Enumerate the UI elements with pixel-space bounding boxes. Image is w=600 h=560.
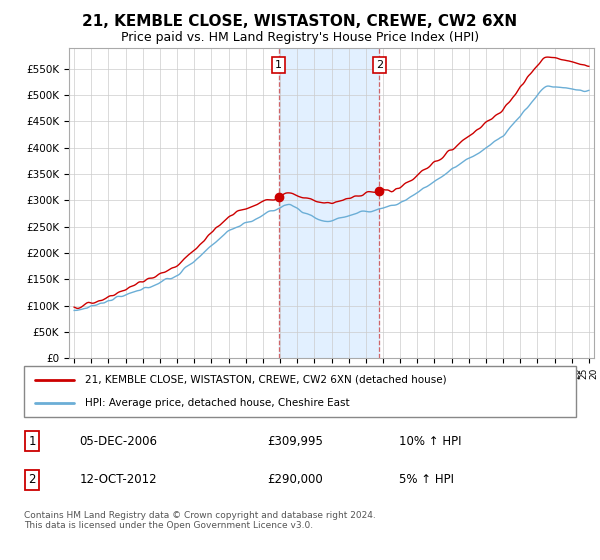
Bar [278,48,379,358]
Text: 1: 1 [29,435,36,448]
Text: 1: 1 [275,60,282,70]
Text: 12-OCT-2012: 12-OCT-2012 [79,473,157,487]
Text: £309,995: £309,995 [267,435,323,448]
FancyBboxPatch shape [24,366,576,417]
Text: 2: 2 [29,473,36,487]
Text: 21, KEMBLE CLOSE, WISTASTON, CREWE, CW2 6XN: 21, KEMBLE CLOSE, WISTASTON, CREWE, CW2 … [82,14,518,29]
Text: £290,000: £290,000 [267,473,323,487]
Text: 21, KEMBLE CLOSE, WISTASTON, CREWE, CW2 6XN (detached house): 21, KEMBLE CLOSE, WISTASTON, CREWE, CW2 … [85,375,446,385]
Text: 2: 2 [376,60,383,70]
Text: HPI: Average price, detached house, Cheshire East: HPI: Average price, detached house, Ches… [85,398,349,408]
Text: 5% ↑ HPI: 5% ↑ HPI [400,473,454,487]
Text: 05-DEC-2006: 05-DEC-2006 [79,435,157,448]
Text: 10% ↑ HPI: 10% ↑ HPI [400,435,462,448]
Text: Contains HM Land Registry data © Crown copyright and database right 2024.
This d: Contains HM Land Registry data © Crown c… [24,511,376,530]
Text: Price paid vs. HM Land Registry's House Price Index (HPI): Price paid vs. HM Land Registry's House … [121,31,479,44]
